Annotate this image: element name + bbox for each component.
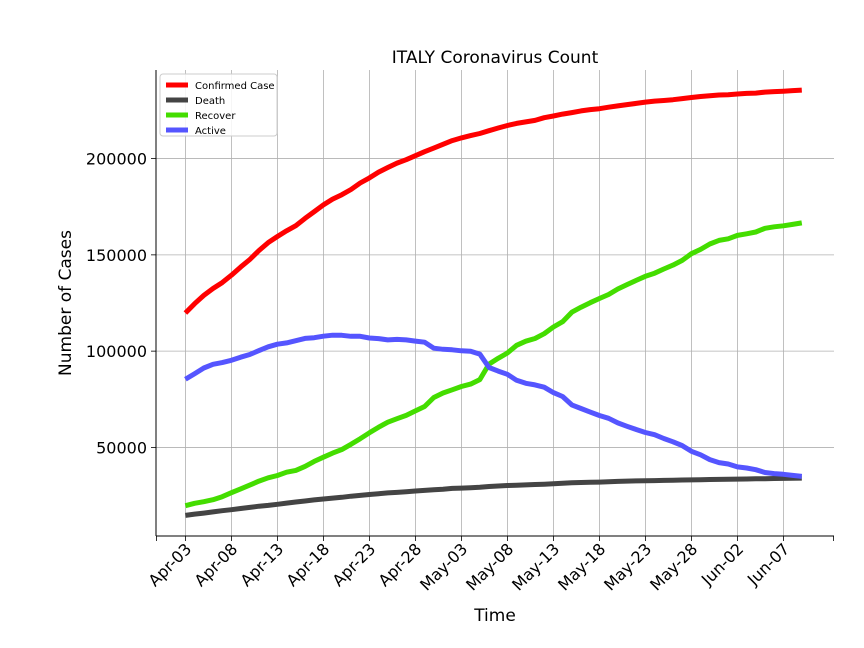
x-tick-label: May-28: [646, 539, 701, 594]
series-lines: [183, 87, 803, 518]
x-tick-label: Jun-07: [743, 539, 793, 589]
x-axis-label: Time: [473, 606, 516, 626]
y-tick-label: 100000: [86, 342, 147, 361]
x-tick-label: Apr-23: [328, 539, 379, 590]
legend: Confirmed Case Death Recover Active: [159, 73, 278, 137]
grid-lines: [156, 70, 834, 536]
series-line-confirmed-case: [183, 87, 802, 315]
x-tick-label: Jun-02: [697, 539, 747, 589]
legend-label: Active: [195, 126, 226, 137]
x-tick-label: May-18: [554, 539, 609, 594]
y-axis-label: Number of Cases: [56, 230, 76, 376]
x-tick-label: May-13: [508, 539, 563, 594]
series-line-death: [185, 475, 802, 518]
legend-box: [159, 73, 278, 137]
y-tick-label: 200000: [86, 150, 147, 169]
legend-label: Death: [195, 96, 225, 107]
y-tick-label: 50000: [96, 438, 147, 457]
legend-label: Recover: [195, 111, 236, 122]
x-tick-label: May-03: [416, 539, 471, 594]
x-tick-label: Apr-18: [282, 539, 333, 590]
tick-labels: Apr-03Apr-08Apr-13Apr-18Apr-23Apr-28May-…: [86, 150, 793, 595]
series-line-active: [184, 332, 803, 479]
x-tick-label: Apr-03: [144, 539, 195, 590]
x-tick-label: Apr-08: [190, 539, 241, 590]
axes: [151, 70, 834, 541]
chart-title: ITALY Coronavirus Count: [392, 48, 599, 68]
y-tick-label: 150000: [86, 246, 147, 265]
legend-label: Confirmed Case: [195, 81, 275, 92]
x-tick-label: Apr-13: [236, 539, 287, 590]
series-line-recover: [184, 220, 803, 509]
x-tick-label: May-23: [600, 539, 655, 594]
x-tick-label: May-08: [462, 539, 517, 594]
